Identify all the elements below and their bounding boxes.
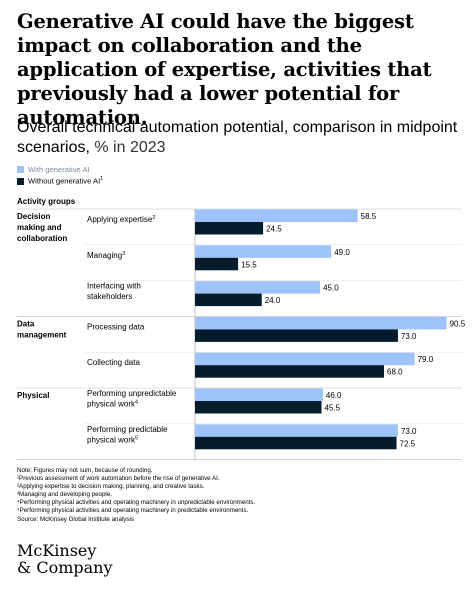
bar-without-gen-ai <box>195 257 239 271</box>
category-label: Applying expertise2 <box>87 215 155 224</box>
bar-with-gen-ai <box>195 245 332 258</box>
value-label-without-gen-ai: 68.0 <box>387 368 403 377</box>
value-label-with-gen-ai: 79.0 <box>418 355 434 364</box>
footnote-1: ¹Previous assessment of work automation … <box>17 475 220 483</box>
category-label-line: physical work <box>87 435 136 444</box>
legend-label-without-gen-ai: Without generative AI1 <box>28 176 103 186</box>
value-label-with-gen-ai: 46.0 <box>326 391 342 400</box>
bar-without-gen-ai <box>195 293 262 307</box>
category-label: Collecting data <box>87 358 140 367</box>
category-label: Interfacing with stakeholders <box>87 282 141 302</box>
value-label-without-gen-ai: 24.0 <box>265 296 281 305</box>
category-label-sup: 2 <box>152 215 155 221</box>
subtitle-unit: % in 2023 <box>94 139 166 156</box>
group-label: Decision making and collaboration <box>17 212 67 243</box>
bar-without-gen-ai <box>195 329 398 342</box>
bar-without-gen-ai <box>195 222 264 235</box>
value-label-without-gen-ai: 15.5 <box>241 260 257 269</box>
bar-without-gen-ai <box>195 365 385 378</box>
footnote-5: ⁵Performing physical activities and oper… <box>17 507 249 515</box>
group-label-line: collaboration <box>17 234 67 243</box>
bar-with-gen-ai <box>195 281 321 294</box>
footnotes: Note: Figures may not sum, because of ro… <box>17 467 255 524</box>
group-label-line: Physical <box>17 391 49 400</box>
category-label-line: Performing unpredictable <box>87 389 177 398</box>
footnote-4: ⁴Performing physical activities and oper… <box>17 499 256 507</box>
logo-line-2: & Company <box>17 557 113 577</box>
legend-label-with-gen-ai: With generative AI <box>28 164 90 174</box>
group-label-line: Decision <box>17 212 50 221</box>
category-label: Processing data <box>87 322 145 331</box>
category-label-sup: 5 <box>135 435 138 441</box>
legend-label-without-gen-ai-sup: 1 <box>100 176 103 183</box>
bar-without-gen-ai <box>195 436 397 450</box>
category-label-sup: 3 <box>122 251 125 257</box>
mckinsey-logo: McKinsey & Company <box>17 541 113 577</box>
footnote-note: Note: Figures may not sum, because of ro… <box>17 467 153 474</box>
activity-groups-header: Activity groups <box>17 197 76 206</box>
legend: With generative AI Without generative AI… <box>17 163 103 187</box>
value-label-with-gen-ai: 90.5 <box>450 319 466 328</box>
category-label-line: Managing <box>87 251 122 260</box>
footnote-2: ²Applying expertise to decision making, … <box>17 483 205 491</box>
bar-with-gen-ai <box>195 352 415 366</box>
category-label-line: Processing data <box>87 322 145 331</box>
category-label: Managing3 <box>87 251 125 260</box>
category-label-sup: 4 <box>135 400 138 406</box>
legend-item-without-gen-ai: Without generative AI1 <box>17 175 103 187</box>
legend-item-with-gen-ai: With generative AI <box>17 163 103 175</box>
bar-with-gen-ai <box>195 316 447 330</box>
value-label-with-gen-ai: 58.5 <box>361 212 377 221</box>
bar-chart: Activity groups Decision making and collabo… <box>17 197 466 460</box>
value-label-without-gen-ai: 72.5 <box>400 439 416 448</box>
value-label-without-gen-ai: 45.5 <box>324 404 340 413</box>
logo-line-1: McKinsey <box>17 541 97 560</box>
group-label: Data management <box>17 319 67 339</box>
legend-swatch-with-gen-ai <box>17 165 24 173</box>
bar-without-gen-ai <box>195 401 322 414</box>
subtitle-text: Overall technical automation potential, … <box>17 119 458 156</box>
value-label-with-gen-ai: 49.0 <box>334 248 350 257</box>
category-label-line: Performing predictable <box>87 425 168 434</box>
group-label-line: making and <box>17 223 62 232</box>
bar-with-gen-ai <box>195 424 398 437</box>
headline: Generative AI could have the biggest imp… <box>17 10 432 129</box>
legend-label-without-gen-ai-text: Without generative AI <box>28 176 101 186</box>
group-label-line: management <box>17 330 67 339</box>
category-label-line: Interfacing with <box>87 282 141 291</box>
category-label-line: Collecting data <box>87 358 140 367</box>
category-label-line: Applying expertise <box>87 215 153 224</box>
value-label-without-gen-ai: 73.0 <box>401 332 417 341</box>
footnote-source: Source: McKinsey Global Institute analys… <box>17 515 134 523</box>
category-label-line: physical work <box>87 400 136 409</box>
legend-swatch-without-gen-ai <box>17 177 24 185</box>
value-label-with-gen-ai: 45.0 <box>323 284 339 293</box>
category-label-line: stakeholders <box>87 292 132 301</box>
group-label: Physical <box>17 391 49 400</box>
footnote-3: ³Managing and developing people. <box>17 491 112 499</box>
chart-subtitle: Overall technical automation potential, … <box>17 118 462 158</box>
bar-with-gen-ai <box>195 388 323 401</box>
value-label-without-gen-ai: 24.5 <box>266 225 282 234</box>
value-label-with-gen-ai: 73.0 <box>401 427 417 436</box>
category-label: Performing unpredictable physical work4 <box>87 389 177 409</box>
bar-with-gen-ai <box>195 209 358 222</box>
category-label: Performing predictable physical work5 <box>87 425 168 445</box>
group-label-line: Data <box>17 319 35 328</box>
